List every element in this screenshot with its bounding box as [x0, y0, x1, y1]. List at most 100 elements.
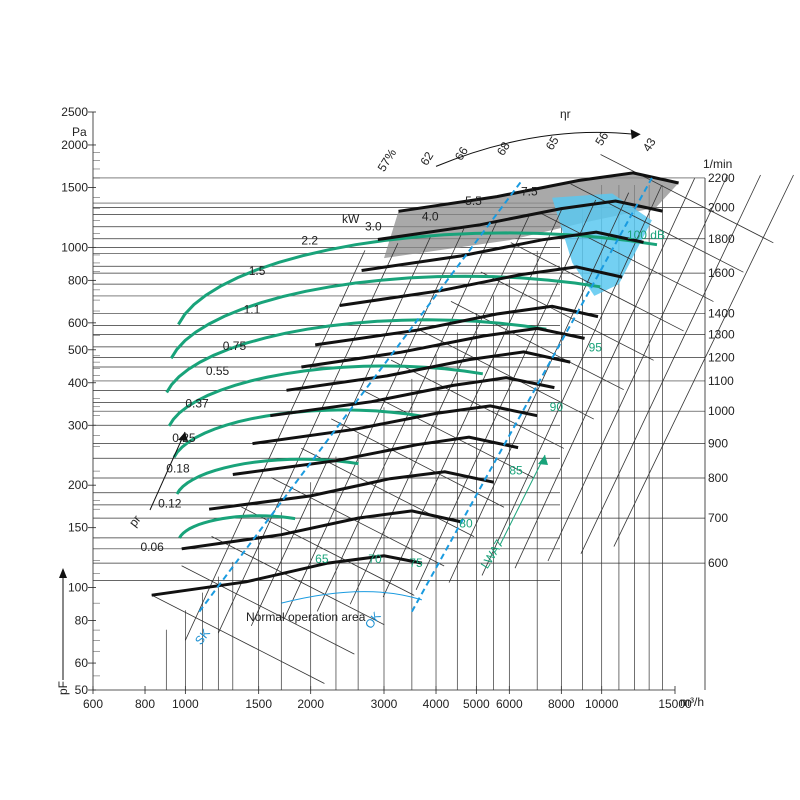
- pf-label: pF: [56, 681, 70, 695]
- x-unit-label: m³/h: [680, 695, 704, 709]
- noise-curve-65: [178, 514, 296, 539]
- rpm-tick-label: 1300: [708, 327, 735, 341]
- sk-line: [198, 181, 522, 613]
- mesh-line-up: [547, 174, 728, 562]
- mesh-line-down: [151, 594, 325, 684]
- fan-curve-1200rpm: [286, 350, 571, 392]
- rpm-tick-label: 1800: [708, 232, 735, 246]
- fan-curve-700rpm: [181, 509, 462, 551]
- noise-label: 80: [459, 517, 473, 531]
- x-tick-label: 600: [83, 697, 103, 711]
- fan-curve-1400rpm: [314, 304, 599, 347]
- mesh-line-down: [181, 565, 355, 655]
- motor-power-label: 1.1: [244, 302, 261, 316]
- noise-label: 85: [509, 463, 523, 477]
- noise-curve-70: [175, 457, 359, 495]
- mesh-line-down: [480, 271, 654, 361]
- power-unit-label: kW: [342, 212, 360, 226]
- rpm-tick-label: 1600: [708, 266, 735, 280]
- motor-power-label: 0.06: [140, 540, 164, 554]
- motor-power-label: 7.5: [521, 185, 538, 199]
- mesh-line-down: [540, 212, 714, 302]
- efficiency-label: 62: [417, 149, 436, 168]
- y-tick-label: 400: [68, 376, 88, 390]
- noise-arrowhead: [538, 455, 548, 465]
- fan-curve-1100rpm: [270, 376, 555, 418]
- normal-area-arc: [281, 591, 423, 604]
- pressure-arrow: [149, 431, 186, 511]
- mesh-line-down: [420, 330, 594, 420]
- x-tick-label: 6000: [496, 697, 523, 711]
- rpm-tick-label: 1000: [708, 404, 735, 418]
- noise-curve-95: [177, 231, 658, 326]
- y-tick-label: 600: [68, 316, 88, 330]
- mesh-line-down: [390, 359, 565, 449]
- fan-curve-600rpm: [151, 554, 423, 597]
- noise-label: 90: [550, 400, 564, 414]
- motor-power-label: 0.12: [158, 496, 182, 510]
- rpm-tick-label: 900: [708, 437, 728, 451]
- y-tick-label: 800: [68, 273, 88, 287]
- ok-line: [410, 177, 653, 613]
- y-tick-label: 2500: [61, 105, 88, 119]
- y-tick-label: 200: [68, 478, 88, 492]
- x-tick-label: 10000: [585, 697, 619, 711]
- fan-curve-1800rpm: [361, 230, 644, 272]
- rpm-tick-label: 2000: [708, 200, 735, 214]
- fan-curve-2000rpm: [377, 199, 663, 241]
- x-tick-label: 3000: [371, 697, 398, 711]
- y-tick-label: 80: [75, 614, 89, 628]
- motor-power-label: 4.0: [422, 209, 439, 223]
- noise-curve-80: [167, 364, 484, 427]
- rpm-tick-label: 600: [708, 556, 728, 570]
- motor-power-label: 2.2: [301, 233, 318, 247]
- normal-operation-label: Normal operation area: [246, 610, 366, 624]
- motor-power-label: 3.0: [365, 220, 382, 234]
- y-tick-label: 50: [75, 683, 89, 697]
- fan-curve-1300rpm: [301, 326, 585, 369]
- noise-arrow: [499, 454, 546, 546]
- noise-label: 95: [589, 340, 603, 354]
- y-unit-label: Pa: [72, 125, 87, 139]
- x-tick-label: 8000: [548, 697, 575, 711]
- fan-curve-900rpm: [232, 435, 519, 476]
- mesh-line-up: [415, 199, 597, 590]
- rpm-tick-label: 1400: [708, 306, 735, 320]
- fan-curve-1600rpm: [339, 265, 623, 307]
- y-tick-label: 1500: [61, 180, 88, 194]
- operation-lines-layer: [198, 177, 653, 613]
- efficiency-label: 57%: [375, 146, 400, 174]
- mesh-line-up: [382, 206, 564, 598]
- noise-label: 65: [315, 552, 329, 566]
- motor-power-label: 1.5: [249, 264, 266, 278]
- x-tick-label: 2000: [297, 697, 324, 711]
- x-tick-label: 15000: [658, 697, 692, 711]
- rpm-unit-label: 1/min: [703, 157, 732, 171]
- x-tick-label: 5000: [463, 697, 490, 711]
- rpm-tick-label: 800: [708, 471, 728, 485]
- mesh-line-down: [211, 536, 385, 626]
- y-tick-label: 60: [75, 656, 89, 670]
- y-tick-label: 100: [68, 581, 88, 595]
- pressure-arrowhead: [178, 432, 188, 441]
- rpm-tick-label: 1200: [708, 350, 735, 364]
- mesh-line-down: [331, 418, 505, 508]
- noise-curve-75: [172, 408, 422, 459]
- efficiency-label: 68: [494, 139, 513, 158]
- mesh-line-up: [580, 174, 761, 554]
- mesh-line-up: [514, 178, 695, 569]
- motor-power-label: 5.5: [465, 194, 482, 208]
- x-tick-label: 1500: [245, 697, 272, 711]
- x-tick-label: 1000: [172, 697, 199, 711]
- mesh-line-up: [481, 185, 663, 576]
- fan-curves-layer: [151, 171, 679, 597]
- x-tick-label: 4000: [423, 697, 450, 711]
- fan-curve-2200rpm: [398, 171, 679, 213]
- mesh-line-up: [613, 174, 794, 547]
- mesh-line-up: [448, 192, 630, 583]
- y-tick-label: 150: [68, 521, 88, 535]
- mesh-line-up: [283, 228, 465, 619]
- rpm-tick-label: 700: [708, 511, 728, 525]
- mesh-line-down: [570, 183, 744, 273]
